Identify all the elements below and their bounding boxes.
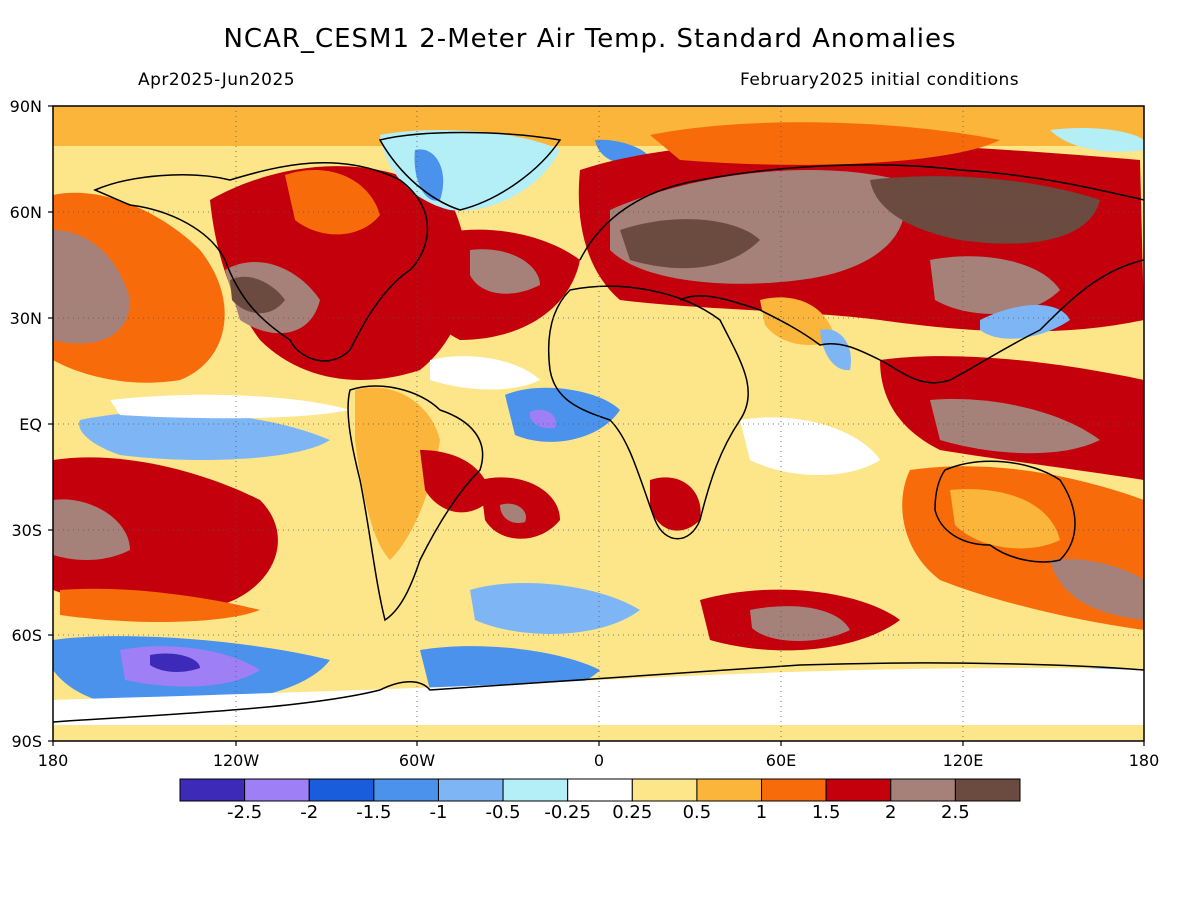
lat-label: 90N xyxy=(9,97,42,116)
colorbar-swatch xyxy=(696,778,763,802)
anomaly-field xyxy=(53,106,1144,741)
forecast-period: Apr2025-Jun2025 xyxy=(138,70,296,90)
lat-label: 60S xyxy=(11,626,42,645)
coastlines xyxy=(52,131,1145,723)
lat-label: EQ xyxy=(19,415,42,434)
colorbar-swatch xyxy=(244,778,310,802)
lon-label: 60W xyxy=(398,751,436,770)
chart-title: NCAR_CESM1 2-Meter Air Temp. Standard An… xyxy=(223,24,957,54)
colorbar-swatch xyxy=(567,778,633,802)
colorbar-tick-label: 2 xyxy=(885,802,897,823)
lon-label: 120W xyxy=(212,751,260,770)
colorbar-tick-label: -0.5 xyxy=(485,802,521,823)
colorbar-swatch xyxy=(890,778,956,802)
colorbar-tick-label: -2.5 xyxy=(227,802,263,823)
colorbar-tick-label: 0.5 xyxy=(682,802,712,823)
colorbar xyxy=(179,778,1021,802)
lon-label: 60E xyxy=(765,751,797,770)
lat-label: 60N xyxy=(9,203,42,222)
lat-label: 30S xyxy=(11,521,42,540)
colorbar-swatch xyxy=(502,778,569,802)
colorbar-swatch xyxy=(373,778,439,802)
colorbar-swatch xyxy=(825,778,892,802)
colorbar-tick-label: 0.25 xyxy=(612,802,653,823)
colorbar-tick-label: 1.5 xyxy=(811,802,841,823)
lon-label: 120E xyxy=(942,751,984,770)
lon-label: 180 xyxy=(1128,751,1160,770)
lon-label: 180 xyxy=(37,751,69,770)
colorbar-swatch xyxy=(761,778,827,802)
colorbar-tick-label: 1 xyxy=(755,802,768,823)
lat-label: 30N xyxy=(9,309,42,328)
colorbar-swatch xyxy=(631,778,698,802)
lon-label: 0 xyxy=(593,751,605,770)
initial-conditions: February2025 initial conditions xyxy=(740,70,1020,90)
colorbar-tick-label: -1 xyxy=(429,802,448,823)
gridlines xyxy=(53,106,1144,741)
axis-ticks xyxy=(48,105,1145,746)
colorbar-tick-label: -1.5 xyxy=(356,802,392,823)
colorbar-swatch xyxy=(954,778,1021,802)
colorbar-swatch xyxy=(437,778,504,802)
colorbar-tick-label: -0.25 xyxy=(544,802,591,823)
colorbar-tick-label: 2.5 xyxy=(941,802,970,823)
colorbar-swatch xyxy=(308,778,375,802)
colorbar-swatch xyxy=(179,778,246,802)
lat-label: 90S xyxy=(11,732,42,751)
colorbar-tick-label: -2 xyxy=(300,802,319,823)
